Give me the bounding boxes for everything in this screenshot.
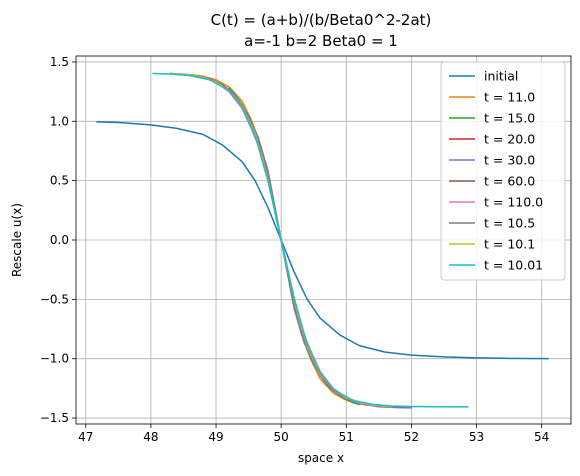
y-tick-label: 1.5	[50, 55, 69, 69]
legend-box	[440, 61, 566, 281]
series-line-t-15-0	[228, 87, 361, 406]
y-axis-label: Rescale u(x)	[10, 203, 24, 277]
legend-label: t = 30.0	[484, 153, 535, 168]
legend-label: initial	[484, 69, 518, 84]
x-axis-label: space x	[298, 451, 344, 465]
series-line-initial	[96, 121, 549, 360]
y-tick-label: 0.5	[50, 174, 69, 188]
y-tick-label: −1.0	[40, 352, 69, 366]
x-tick-label: 50	[274, 430, 289, 444]
x-tick-label: 52	[404, 430, 419, 444]
x-tick-label: 49	[208, 430, 223, 444]
x-tick-label: 54	[534, 430, 549, 444]
chart-subtitle: a=-1 b=2 Beta0 = 1	[244, 32, 398, 50]
x-axis-ticks: 47 48 49 50 51 52 53 54	[78, 424, 549, 444]
legend: initial t = 11.0 t = 15.0 t = 20.0 t = 30.0 t…	[440, 61, 566, 281]
y-tick-label: −0.5	[40, 292, 69, 306]
legend-label: t = 60.0	[484, 174, 535, 189]
legend-label: t = 20.0	[484, 132, 535, 147]
y-tick-label: 1.0	[50, 114, 69, 128]
x-tick-label: 48	[143, 430, 158, 444]
legend-label: t = 10.5	[484, 216, 535, 231]
legend-label: t = 10.1	[484, 237, 535, 252]
legend-label: t = 11.0	[484, 90, 535, 105]
y-tick-label: 0.0	[50, 233, 69, 247]
legend-label: t = 10.01	[484, 258, 543, 273]
chart-title: C(t) = (a+b)/(b/Beta0^2-2at)	[211, 11, 432, 29]
legend-label: t = 110.0	[484, 195, 543, 210]
legend-label: t = 15.0	[484, 111, 535, 126]
y-tick-label: −1.5	[40, 411, 69, 425]
series-line-t-10-01	[152, 72, 469, 408]
series-layer	[96, 72, 549, 409]
x-tick-label: 53	[469, 430, 484, 444]
x-tick-label: 47	[78, 430, 93, 444]
x-tick-label: 51	[339, 430, 354, 444]
y-axis-ticks: −1.5 −1.0 −0.5 0.0 0.5 1.0 1.5	[40, 55, 76, 425]
